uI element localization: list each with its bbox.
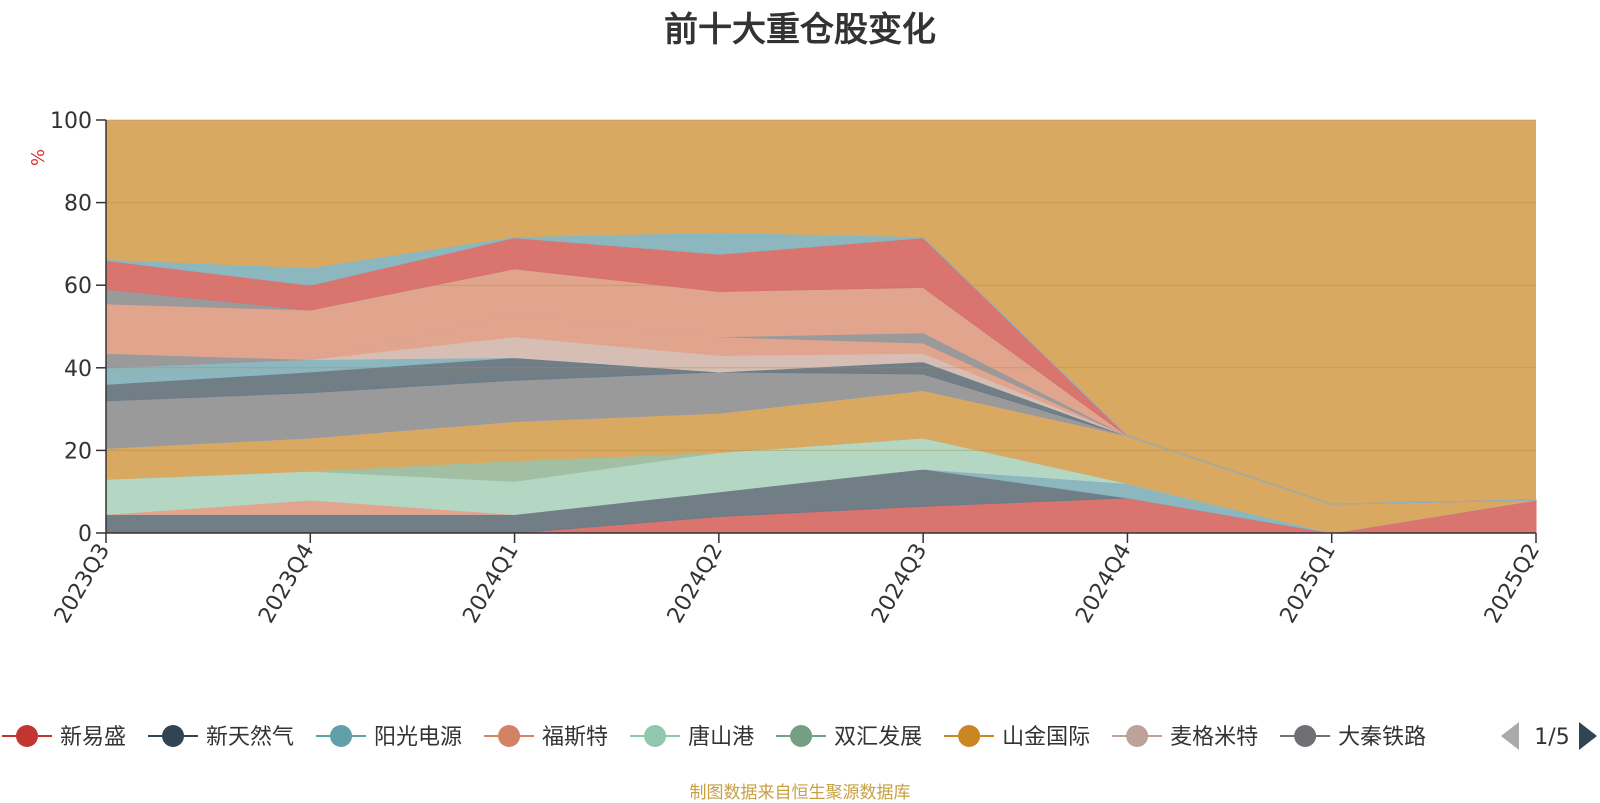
y-tick-label: 20 — [64, 439, 92, 464]
chart-title: 前十大重仓股变化 — [664, 10, 936, 50]
legend-label: 新天然气 — [206, 725, 294, 750]
legend-label: 双汇发展 — [834, 725, 922, 750]
y-tick-label: 60 — [64, 274, 92, 299]
legend-label: 阳光电源 — [374, 725, 462, 750]
legend-marker — [16, 725, 38, 747]
legend-item[interactable]: 新易盛 — [2, 725, 126, 750]
legend-item[interactable]: 山金国际 — [944, 725, 1090, 750]
x-tick-label: 2023Q4 — [254, 540, 319, 628]
legend-item[interactable]: 麦格米特 — [1112, 725, 1258, 750]
legend-item[interactable]: 唐山港 — [630, 725, 754, 750]
legend-prev-icon[interactable] — [1501, 722, 1519, 750]
x-tick-label: 2025Q1 — [1276, 540, 1341, 628]
y-tick-label: 100 — [50, 109, 92, 134]
legend-items: 新易盛 新天然气 阳光电源 福斯特 唐山港 双汇发展 山金国际 麦格米特 大秦铁路 — [2, 725, 1426, 750]
legend-marker — [790, 725, 813, 747]
x-tick-label: 2025Q2 — [1480, 540, 1545, 628]
y-tick-label: 0 — [78, 522, 92, 547]
plot-area — [105, 120, 1537, 534]
x-tick-label: 2023Q3 — [50, 540, 115, 628]
legend: 新易盛 新天然气 阳光电源 福斯特 唐山港 双汇发展 山金国际 麦格米特 大秦铁路 1/5 — [2, 722, 1597, 750]
x-tick-label: 2024Q2 — [663, 540, 728, 628]
legend-item[interactable]: 新天然气 — [148, 725, 294, 750]
source-note: 制图数据来自恒生聚源数据库 — [689, 783, 911, 803]
legend-label: 山金国际 — [1002, 725, 1090, 750]
legend-marker — [498, 725, 521, 747]
legend-marker — [1294, 725, 1317, 747]
legend-item[interactable]: 双汇发展 — [776, 725, 922, 750]
x-tick-label: 2024Q4 — [1071, 540, 1136, 628]
legend-marker — [958, 725, 981, 747]
legend-label: 新易盛 — [60, 725, 126, 750]
legend-item[interactable]: 福斯特 — [484, 725, 608, 750]
legend-label: 麦格米特 — [1170, 725, 1258, 750]
legend-page-indicator: 1/5 — [1534, 725, 1569, 750]
legend-label: 唐山港 — [688, 725, 754, 750]
x-tick-label: 2024Q1 — [458, 540, 523, 628]
legend-label: 福斯特 — [542, 725, 608, 750]
legend-marker — [330, 725, 353, 747]
legend-next-icon[interactable] — [1579, 722, 1597, 750]
legend-label: 大秦铁路 — [1338, 725, 1426, 750]
legend-marker — [162, 725, 185, 747]
legend-item[interactable]: 大秦铁路 — [1280, 725, 1426, 750]
y-tick-label: 80 — [64, 192, 92, 217]
grid-lines — [106, 119, 1536, 451]
legend-marker — [644, 725, 667, 747]
y-tick-label: 40 — [64, 357, 92, 382]
area-band-8 — [105, 233, 1537, 505]
y-axis-label: % — [28, 149, 49, 166]
legend-item[interactable]: 阳光电源 — [316, 725, 462, 750]
legend-marker — [1126, 725, 1149, 747]
x-tick-label: 2024Q3 — [867, 540, 932, 628]
